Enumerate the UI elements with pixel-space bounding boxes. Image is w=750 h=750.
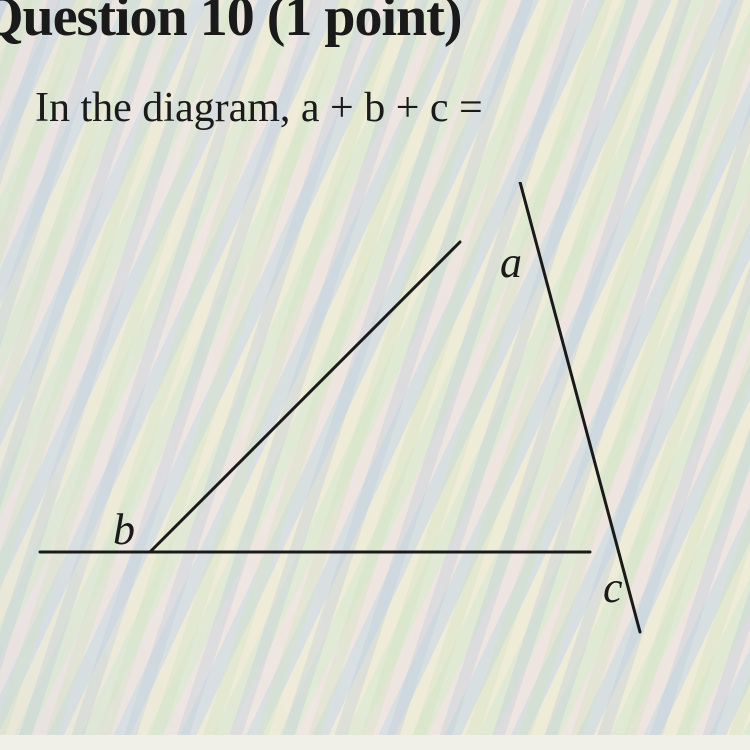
angle-label-b: b bbox=[113, 505, 135, 554]
triangle-diagram: a b c bbox=[20, 182, 700, 652]
question-header: Question 10 (1 point) bbox=[0, 0, 750, 49]
angle-label-a: a bbox=[500, 238, 522, 287]
question-prompt: In the diagram, a + b + c = bbox=[35, 84, 750, 132]
diagram-container: a b c bbox=[20, 182, 750, 657]
angle-label-c: c bbox=[603, 563, 623, 612]
content-area: Question 10 (1 point) In the diagram, a … bbox=[0, 0, 750, 657]
left-side-line bbox=[150, 242, 460, 552]
